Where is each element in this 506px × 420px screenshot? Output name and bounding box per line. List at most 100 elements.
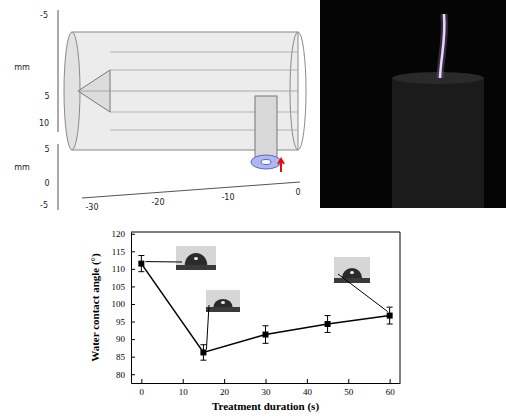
plasma-jet (440, 14, 444, 78)
tick-mark (266, 379, 267, 383)
tick: 10 (179, 379, 189, 397)
tick: 80 (116, 370, 135, 380)
cad-tick-label: -30 (85, 203, 98, 212)
cad-tick-label: 0 (44, 179, 49, 188)
cad-outlet (251, 155, 281, 169)
cad-edge (110, 52, 298, 53)
plasma-photo (320, 0, 506, 208)
cad-axis (82, 182, 300, 198)
y-axis: 80 85 90 95 100 105 110 115 120 (112, 229, 136, 383)
tick: 110 (112, 264, 135, 274)
tick-label: 100 (112, 299, 126, 309)
tick: 115 (112, 247, 135, 257)
tick: 60 (386, 379, 396, 397)
cad-flow-arrow (278, 159, 284, 172)
tick-label: 85 (116, 352, 126, 362)
inset-arrow (338, 274, 388, 312)
cad-tick-label: -20 (151, 198, 164, 207)
inset-arrow (145, 261, 182, 262)
tick-mark (307, 379, 308, 383)
tick-mark (131, 234, 135, 235)
error-bar (263, 326, 269, 344)
x-axis-title: Treatment duration (s) (212, 400, 319, 413)
marker (387, 313, 393, 319)
cad-tick-label: -5 (40, 11, 48, 20)
inset-substrate (206, 307, 240, 312)
cad-axis (58, 144, 59, 210)
cad-tick-label: -5 (40, 201, 48, 210)
inset-background (206, 290, 240, 312)
axis-line (132, 383, 401, 384)
error-bar (138, 256, 144, 272)
tick: 105 (112, 282, 136, 292)
tick-label: 120 (112, 229, 126, 239)
frame (131, 232, 400, 233)
marker (200, 349, 206, 355)
error-bar (387, 307, 393, 324)
tick-mark (131, 286, 135, 287)
tick: 95 (116, 317, 135, 327)
tick: 120 (112, 229, 136, 239)
cad-background (0, 0, 316, 214)
tick-label: 95 (116, 317, 126, 327)
tick-label: 30 (262, 387, 272, 397)
photo-nozzle (392, 78, 484, 208)
droplet (213, 299, 232, 307)
tick-label: 105 (112, 282, 126, 292)
droplet-inset (334, 257, 370, 283)
marker (325, 321, 331, 327)
photo-background (320, 0, 506, 208)
tick: 100 (112, 299, 136, 309)
cad-tick-label: 10 (39, 119, 49, 128)
tick-mark (131, 374, 135, 375)
error-bar (325, 316, 331, 333)
inset-substrate (334, 278, 370, 283)
tick: 40 (303, 379, 313, 397)
inset-background (176, 246, 216, 270)
cad-tube (255, 96, 277, 162)
tick-mark (131, 322, 135, 323)
tick-mark (183, 379, 184, 383)
tick-mark (141, 379, 142, 383)
insets (145, 246, 387, 349)
cad-tick-label: -10 (221, 193, 234, 202)
tick: 85 (116, 352, 135, 362)
plot-area (138, 256, 392, 361)
cad-outlet-hole (261, 160, 271, 165)
tick-label: 10 (179, 387, 189, 397)
tick-mark (390, 379, 391, 383)
cad-tick-label: 5 (44, 145, 49, 154)
tick: 0 (140, 379, 145, 397)
tick-label: 20 (220, 387, 230, 397)
inset-substrate (176, 265, 216, 270)
chart: 0 10 20 30 40 50 60 80 85 90 95 100 105 110 115 120 Trea… (89, 229, 401, 413)
tick-label: 60 (386, 387, 396, 397)
cad-axis (58, 10, 59, 132)
cad-needle-axis (78, 91, 298, 92)
series-line (141, 264, 389, 353)
inset-background (334, 257, 370, 283)
tick-label: 0 (140, 387, 145, 397)
cad-unit: mm (14, 63, 30, 72)
tick: 50 (344, 379, 354, 397)
tick-mark (131, 269, 135, 270)
tick-mark (224, 379, 225, 383)
tick: 20 (220, 379, 230, 397)
droplet (342, 268, 362, 278)
tick-label: 110 (112, 264, 126, 274)
axis-line (131, 233, 132, 384)
marker (138, 261, 144, 267)
frame (400, 232, 401, 383)
marker (263, 332, 269, 338)
cad-tick-label: 5 (44, 92, 49, 101)
y-axis-title: Water contact angle (°) (89, 253, 102, 362)
droplet-highlight (221, 301, 225, 304)
tick: 30 (262, 379, 272, 397)
x-axis: 0 10 20 30 40 50 60 (132, 379, 401, 397)
tick-mark (131, 251, 135, 252)
figure: -551050-5-30-20-100mmmm01020304050608085… (0, 0, 506, 420)
tick-label: 90 (116, 334, 126, 344)
tick-label: 80 (116, 370, 126, 380)
cad-tick-label: 0 (295, 188, 300, 197)
cad-unit: mm (14, 163, 30, 172)
